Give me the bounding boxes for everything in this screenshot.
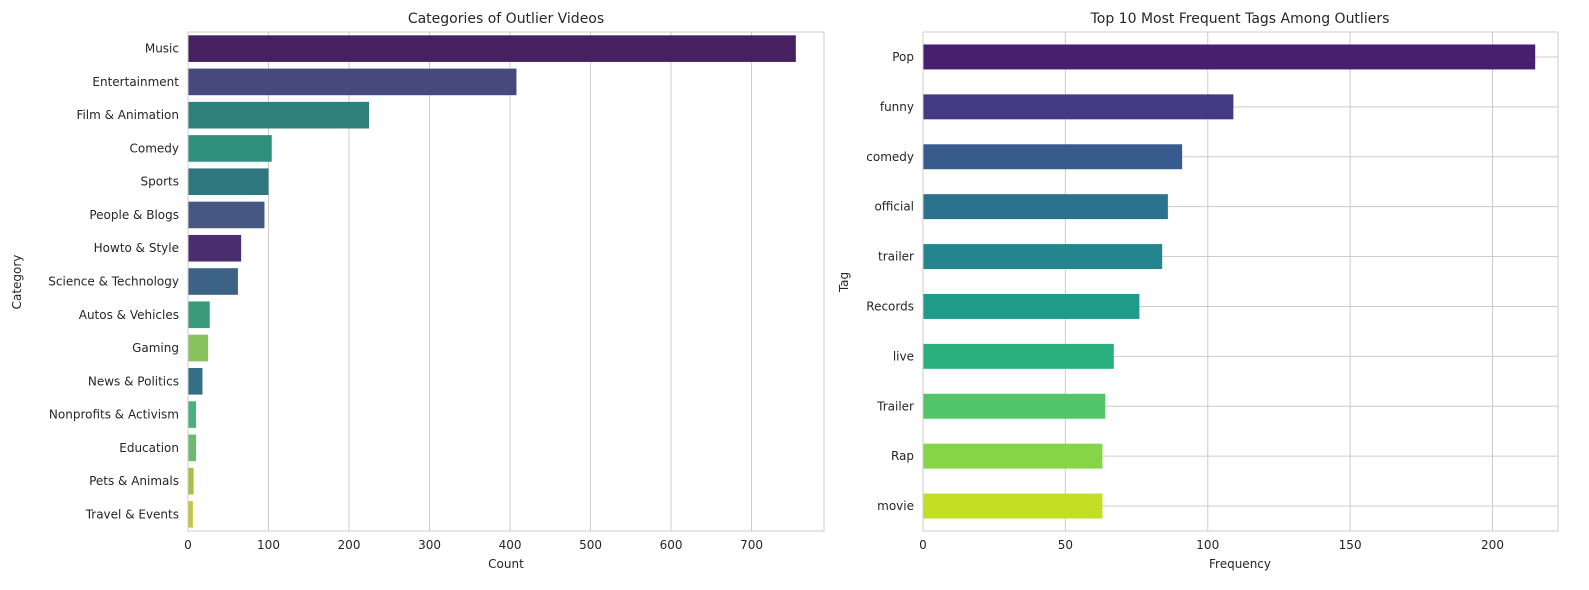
left-bar [188, 135, 272, 162]
left-x-tick-label: 600 [660, 538, 683, 552]
left-bar [188, 35, 796, 62]
left-category-label: Nonprofits & Activism [49, 408, 179, 422]
left-category-label: People & Blogs [89, 208, 179, 222]
left-category-label: Pets & Animals [89, 474, 179, 488]
left-category-label: Film & Animation [76, 108, 179, 122]
left-bar [188, 367, 203, 395]
right-x-tick-label: 200 [1481, 538, 1504, 552]
right-plot-frame [922, 31, 1559, 532]
left-x-tick-label: 300 [418, 538, 441, 552]
right-category-label: movie [877, 499, 914, 513]
right-bar [923, 94, 1234, 120]
right-bar [923, 493, 1103, 519]
left-category-label: Travel & Events [85, 507, 179, 521]
right-category-label: live [893, 349, 914, 363]
left-y-axis-label: Category [10, 255, 24, 310]
left-category-label: Gaming [132, 341, 179, 355]
right-bar [923, 144, 1183, 170]
left-plot-frame [187, 31, 825, 532]
left-category-label: News & Politics [88, 374, 179, 388]
left-category-label: Music [145, 42, 179, 56]
left-chart-title: Categories of Outlier Videos [408, 11, 604, 27]
right-x-tick-label: 100 [1196, 538, 1219, 552]
right-category-label: trailer [878, 250, 914, 264]
left-category-label: Comedy [129, 141, 179, 155]
right-category-label: Trailer [876, 399, 914, 413]
left-x-axis-label: Count [488, 557, 524, 571]
left-bar [188, 334, 209, 362]
left-x-tick-label: 200 [338, 538, 361, 552]
right-category-label: Pop [892, 50, 914, 64]
left-category-label: Howto & Style [94, 241, 179, 255]
left-bar [188, 68, 517, 96]
right-x-axis-label: Frequency [1209, 557, 1271, 571]
left-category-label: Autos & Vehicles [79, 308, 179, 322]
left-bar [188, 467, 194, 495]
left-x-tick-label: 400 [499, 538, 522, 552]
right-x-tick-label: 50 [1058, 538, 1073, 552]
right-bar [923, 194, 1168, 220]
left-bar [188, 234, 242, 262]
left-bar [188, 401, 197, 428]
left-category-label: Education [119, 441, 179, 455]
right-bar [923, 393, 1106, 419]
right-chart-title: Top 10 Most Frequent Tags Among Outliers [1090, 11, 1390, 27]
right-bar [923, 293, 1140, 319]
left-category-label: Sports [141, 175, 179, 189]
left-category-label: Science & Technology [48, 275, 179, 289]
right-y-axis-label: Tag [837, 272, 851, 293]
left-x-tick-label: 100 [257, 538, 280, 552]
left-bar [188, 101, 370, 129]
left-bar [188, 501, 193, 528]
right-category-label: funny [880, 100, 914, 114]
tags-chart: Top 10 Most Frequent Tags Among Outliers… [837, 11, 1559, 571]
left-category-label: Entertainment [92, 75, 179, 89]
right-category-label: Rap [891, 449, 914, 463]
left-x-tick-label: 700 [740, 538, 763, 552]
categories-chart: Categories of Outlier Videos Count Categ… [10, 11, 825, 571]
left-bar [188, 168, 269, 196]
right-category-label: comedy [866, 150, 914, 164]
left-bar [188, 268, 238, 295]
right-bar [923, 443, 1103, 469]
left-bar [188, 301, 210, 329]
right-x-tick-label: 0 [919, 538, 927, 552]
left-x-tick-label: 500 [579, 538, 602, 552]
right-x-tick-label: 150 [1339, 538, 1362, 552]
right-bar [923, 244, 1163, 270]
right-category-label: Records [866, 299, 914, 313]
right-category-label: official [874, 200, 914, 214]
right-bar [923, 343, 1114, 369]
left-x-tick-label: 0 [184, 538, 192, 552]
left-bar [188, 434, 197, 462]
right-bar [923, 44, 1536, 70]
left-bar [188, 201, 265, 229]
